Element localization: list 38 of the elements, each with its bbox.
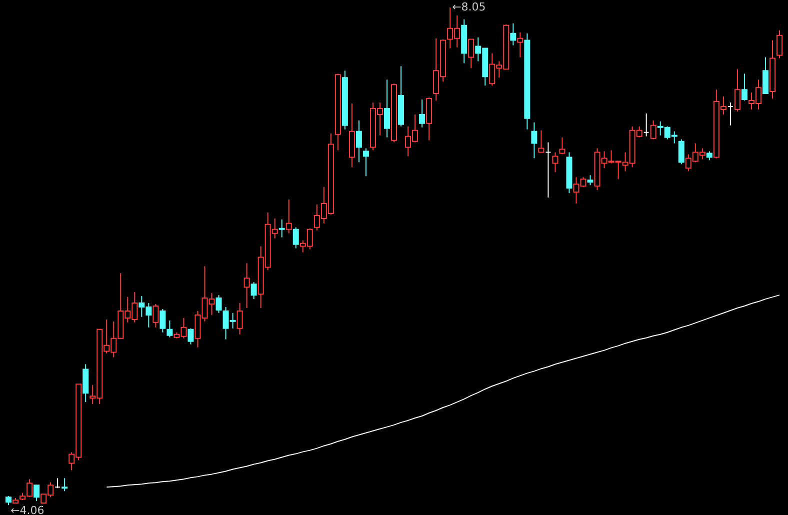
candlestick	[545, 142, 552, 198]
candlestick	[236, 302, 243, 335]
candlestick	[278, 218, 285, 238]
candlestick	[762, 56, 768, 94]
candlestick	[188, 328, 194, 345]
candlestick	[216, 294, 222, 314]
candlestick	[776, 30, 782, 59]
annotation: ←8.05	[452, 0, 486, 14]
candlestick	[356, 120, 362, 163]
candlestick	[468, 38, 474, 69]
candlestick	[531, 122, 538, 159]
candlestick	[250, 282, 257, 300]
candlestick	[650, 120, 656, 140]
candlestick	[62, 478, 68, 492]
candlestick	[587, 174, 594, 186]
candlestick	[166, 320, 173, 338]
candlestick	[552, 152, 558, 173]
candlestick	[384, 79, 390, 138]
candlestick	[34, 484, 40, 502]
candlestick	[538, 130, 544, 153]
candlestick	[727, 102, 734, 126]
candlestick	[678, 138, 684, 165]
annotation: ←4.06	[10, 504, 44, 515]
candlestick	[559, 136, 566, 155]
candlestick	[160, 308, 166, 333]
candlestick	[244, 262, 250, 309]
candlestick	[292, 226, 299, 249]
candlestick	[152, 304, 159, 328]
candlestick	[643, 112, 650, 137]
candlestick	[517, 32, 524, 58]
candlestick	[286, 199, 292, 234]
candlestick	[419, 99, 426, 128]
candlestick	[82, 364, 89, 403]
candlestick	[510, 22, 516, 46]
candlestick	[741, 73, 748, 102]
candlestick	[54, 478, 61, 489]
candlestick	[734, 68, 740, 112]
candlestick	[362, 148, 369, 177]
